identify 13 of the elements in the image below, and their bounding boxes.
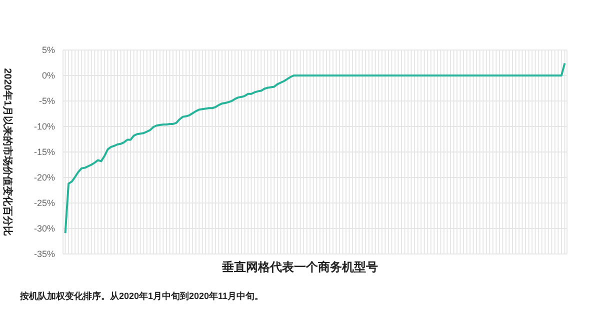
x-axis-title: 垂直网格代表一个商务机型号	[221, 259, 379, 276]
line-series	[64, 62, 566, 234]
y-axis-title: 2020年1月以来的市场价值变化百分比	[1, 68, 14, 236]
text: 按机队加权变化排序。从2020年1月中旬到2020年11月中旬。	[20, 290, 264, 303]
y-tick-label: -25%	[34, 198, 55, 208]
y-tick-label: -15%	[34, 147, 55, 158]
y-tick-label: -30%	[34, 224, 55, 234]
y-tick-label: -5%	[38, 96, 55, 106]
y-tick-label: 0%	[42, 70, 55, 81]
y-tick-label: -20%	[34, 172, 55, 183]
y-tick-label: 5%	[42, 45, 55, 56]
y-tick-label: -35%	[34, 249, 55, 260]
y-tick-label: -10%	[34, 122, 55, 132]
